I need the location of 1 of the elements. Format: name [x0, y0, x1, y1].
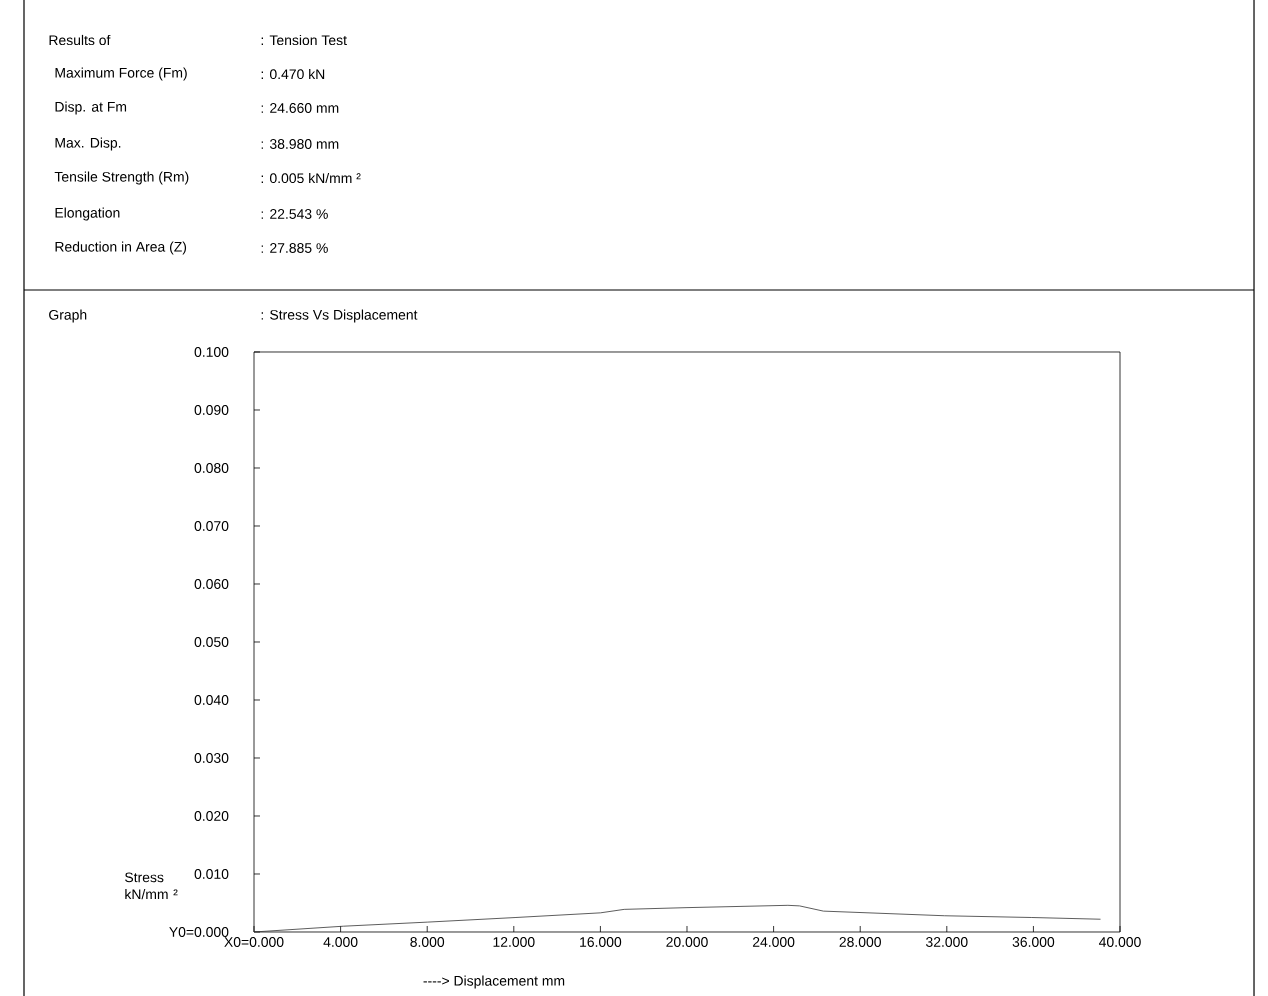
line-series	[254, 904, 1101, 932]
